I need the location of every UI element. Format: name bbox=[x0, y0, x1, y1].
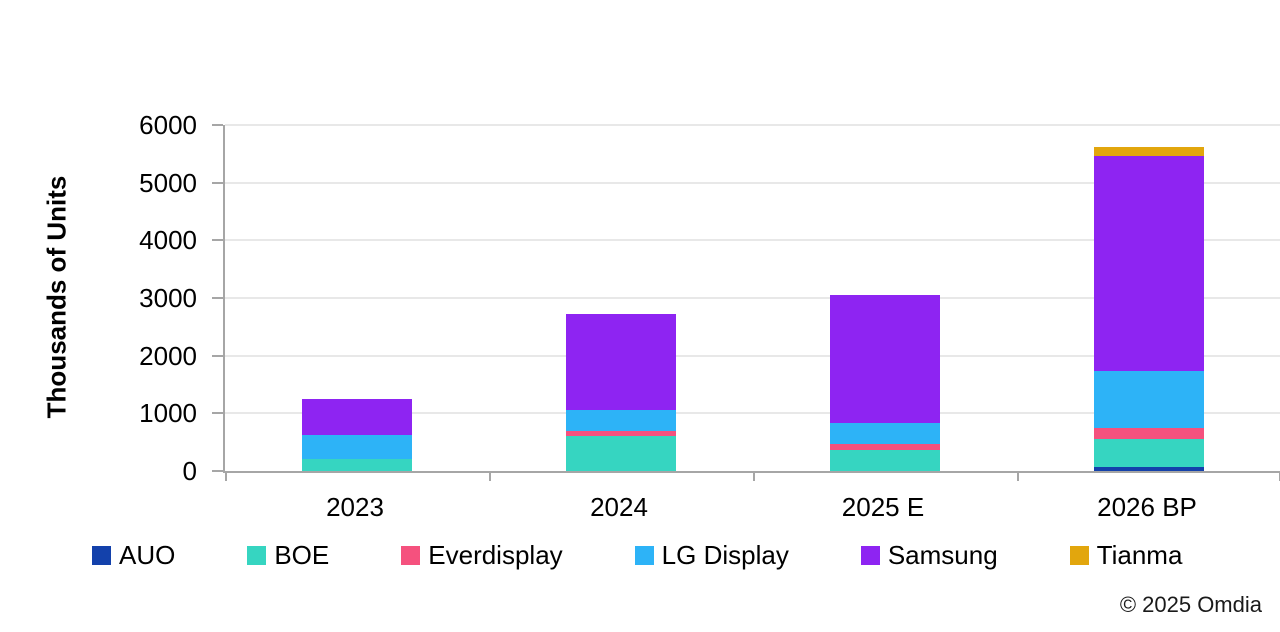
x-axis-label-2023: 2023 bbox=[326, 492, 384, 522]
legend-label: Everdisplay bbox=[428, 540, 563, 570]
gridline-6000 bbox=[225, 124, 1280, 126]
bar-segment-boe bbox=[566, 436, 676, 471]
legend: AUO BOE Everdisplay LG Display Samsung Tianma bbox=[92, 540, 1182, 571]
plot-area bbox=[212, 124, 1280, 481]
legend-item-auo: AUO bbox=[92, 540, 175, 571]
x-axis-label-2025-e: 2025 E bbox=[841, 492, 925, 522]
y-tick-label-4000: 4000 bbox=[139, 225, 197, 256]
legend-swatch-icon bbox=[634, 546, 654, 565]
y-axis-tick bbox=[212, 181, 223, 184]
y-axis-tick bbox=[212, 124, 223, 126]
legend-swatch-icon bbox=[247, 546, 267, 565]
bar-segment-lg-display bbox=[830, 423, 940, 444]
x-axis-tick bbox=[225, 473, 227, 481]
bar-segment-boe bbox=[830, 449, 940, 471]
x-axis-tick bbox=[753, 473, 755, 481]
gridline-5000 bbox=[225, 181, 1280, 184]
bar-segment-samsung bbox=[566, 313, 676, 411]
y-axis-tick bbox=[212, 354, 223, 357]
legend-label: BOE bbox=[274, 540, 330, 570]
gridline-3000 bbox=[225, 297, 1280, 299]
y-axis-tick bbox=[212, 297, 223, 299]
legend-label: AUO bbox=[119, 540, 176, 570]
x-axis-label-2026-bp: 2026 BP bbox=[1097, 492, 1197, 522]
bar-segment-everdisplay bbox=[1094, 428, 1204, 440]
bar-segment-lg-display bbox=[566, 410, 676, 431]
copyright-text: © 2025 Omdia bbox=[1119, 592, 1262, 617]
legend-swatch-icon bbox=[1069, 546, 1089, 565]
y-axis-tick bbox=[212, 470, 223, 472]
legend-swatch-icon bbox=[401, 546, 421, 565]
bar-segment-everdisplay bbox=[566, 430, 676, 437]
legend-label: Tianma bbox=[1096, 540, 1183, 570]
legend-item-lg-display: LG Display bbox=[634, 540, 789, 571]
bar-2024 bbox=[566, 313, 676, 471]
bar-2025-e bbox=[830, 294, 940, 471]
y-tick-label-3000: 3000 bbox=[139, 283, 197, 313]
legend-item-samsung: Samsung bbox=[860, 540, 998, 571]
x-axis-tick bbox=[489, 473, 491, 481]
y-tick-label-0: 0 bbox=[182, 456, 197, 486]
legend-swatch-icon bbox=[860, 546, 880, 565]
legend-item-boe: BOE bbox=[247, 540, 329, 571]
bar-segment-auo bbox=[1094, 466, 1204, 471]
y-axis-tick bbox=[212, 239, 223, 242]
y-tick-label-2000: 2000 bbox=[139, 340, 197, 371]
bar-segment-samsung bbox=[302, 398, 412, 436]
bar-segment-lg-display bbox=[302, 435, 412, 460]
bar-segment-boe bbox=[1094, 439, 1204, 467]
legend-label: Samsung bbox=[887, 540, 998, 570]
bar-segment-samsung bbox=[1094, 155, 1204, 372]
y-tick-label-6000: 6000 bbox=[139, 110, 197, 140]
legend-swatch-icon bbox=[92, 546, 111, 565]
legend-label: LG Display bbox=[661, 540, 789, 570]
bar-2023 bbox=[302, 398, 412, 471]
x-axis-tick bbox=[1017, 473, 1019, 481]
legend-item-tianma: Tianma bbox=[1069, 540, 1183, 571]
y-tick-label-1000: 1000 bbox=[139, 398, 197, 429]
y-axis-tick bbox=[212, 412, 223, 415]
bar-segment-everdisplay bbox=[830, 443, 940, 450]
legend-item-everdisplay: Everdisplay bbox=[401, 540, 563, 571]
bar-segment-tianma bbox=[1094, 146, 1204, 156]
bar-segment-samsung bbox=[830, 294, 940, 424]
y-tick-label-5000: 5000 bbox=[139, 167, 197, 198]
bar-segment-boe bbox=[302, 459, 412, 471]
gridline-1000 bbox=[225, 412, 1280, 415]
bar-2026-bp bbox=[1094, 146, 1204, 471]
x-axis-label-2024: 2024 bbox=[590, 492, 648, 522]
gridline-2000 bbox=[225, 354, 1280, 357]
gridline-4000 bbox=[225, 239, 1280, 242]
bar-segment-lg-display bbox=[1094, 371, 1204, 429]
